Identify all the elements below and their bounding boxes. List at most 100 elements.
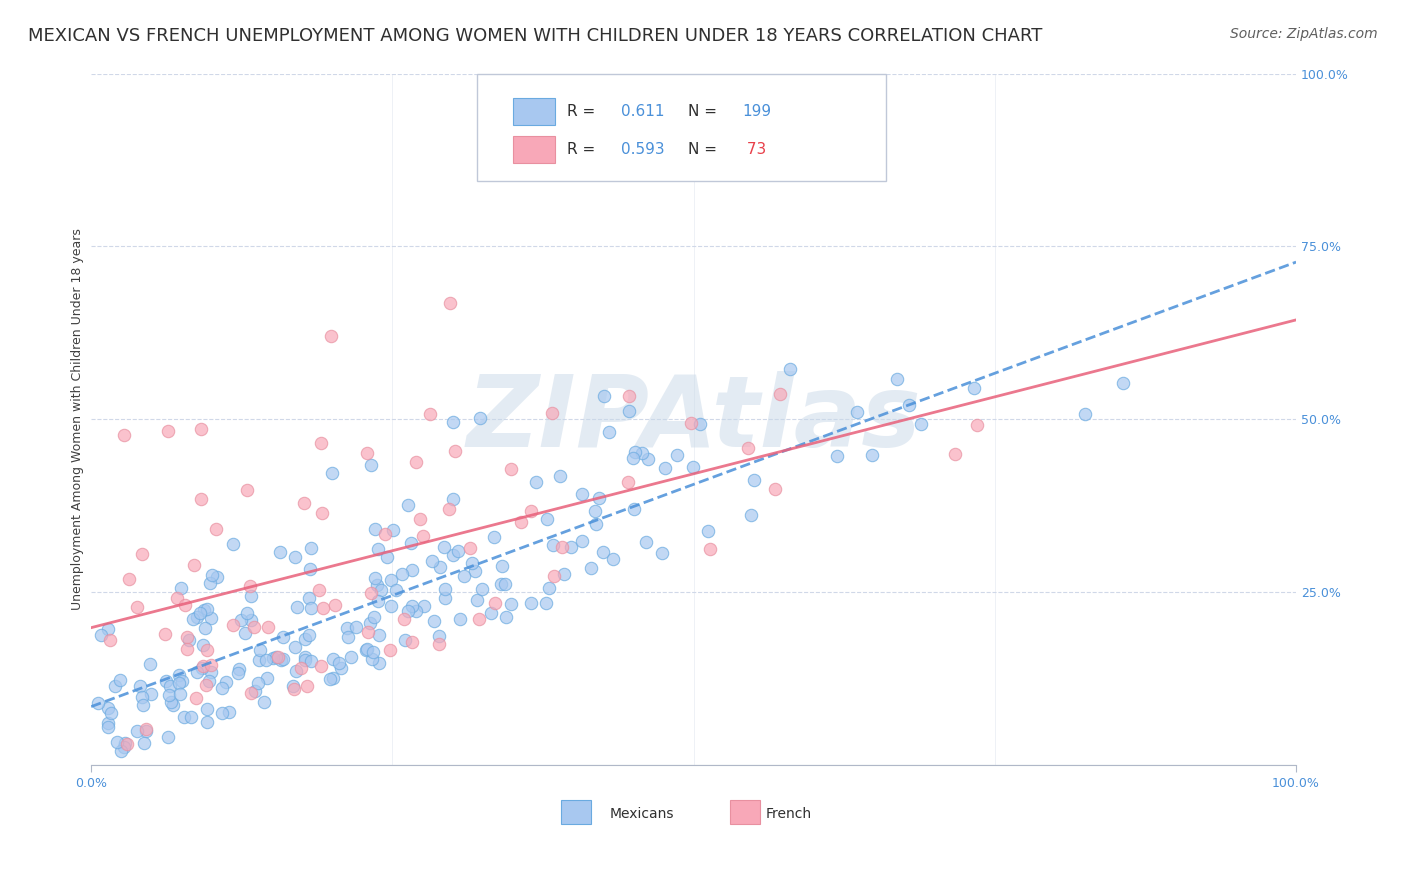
Point: [131, 690, 153, 704]
Point: [423, 614, 446, 628]
Point: [623, 502, 645, 516]
Point: [191, 658, 214, 673]
Point: [160, 696, 183, 710]
Point: [461, 556, 484, 570]
Point: [191, 661, 214, 675]
Point: [336, 621, 359, 635]
Point: [617, 389, 640, 403]
Point: [198, 576, 221, 591]
Point: [128, 679, 150, 693]
Text: N =: N =: [688, 104, 721, 119]
Point: [156, 730, 179, 744]
Point: [97, 720, 120, 734]
Point: [240, 589, 263, 603]
Point: [391, 567, 413, 582]
Point: [579, 561, 602, 575]
Point: [177, 632, 200, 647]
Text: Source: ZipAtlas.com: Source: ZipAtlas.com: [1230, 27, 1378, 41]
Point: [200, 657, 222, 672]
Point: [588, 491, 610, 505]
Point: [186, 665, 208, 679]
Point: [495, 609, 517, 624]
Point: [381, 524, 404, 538]
FancyBboxPatch shape: [477, 73, 886, 181]
Point: [211, 706, 233, 721]
Point: [356, 445, 378, 459]
Point: [180, 709, 202, 723]
Point: [336, 630, 359, 644]
Point: [173, 710, 195, 724]
Point: [201, 568, 224, 582]
Point: [499, 597, 522, 611]
Point: [221, 617, 243, 632]
Point: [112, 740, 135, 755]
Point: [115, 737, 138, 751]
Point: [689, 417, 711, 431]
FancyBboxPatch shape: [561, 799, 591, 824]
FancyBboxPatch shape: [730, 799, 759, 824]
Point: [637, 452, 659, 467]
Point: [825, 449, 848, 463]
Point: [357, 624, 380, 639]
Point: [470, 411, 492, 425]
Point: [170, 581, 193, 595]
Point: [211, 681, 233, 695]
Point: [551, 540, 574, 554]
Point: [159, 679, 181, 693]
Point: [267, 649, 290, 664]
Point: [360, 586, 382, 600]
Point: [270, 653, 292, 667]
Point: [396, 498, 419, 512]
Point: [886, 372, 908, 386]
Point: [375, 549, 398, 564]
Point: [769, 387, 792, 401]
FancyBboxPatch shape: [513, 98, 555, 126]
Point: [205, 570, 228, 584]
Point: [429, 560, 451, 574]
Point: [328, 656, 350, 670]
Point: [471, 582, 494, 597]
Point: [290, 661, 312, 675]
Point: [183, 558, 205, 572]
Point: [631, 446, 654, 460]
Point: [322, 671, 344, 685]
Y-axis label: Unemployment Among Women with Children Under 18 years: Unemployment Among Women with Children U…: [72, 228, 84, 610]
Point: [205, 522, 228, 536]
Point: [846, 405, 869, 419]
Point: [898, 398, 921, 412]
Point: [218, 705, 240, 719]
Text: R =: R =: [567, 142, 600, 157]
Point: [458, 541, 481, 555]
Point: [134, 736, 156, 750]
Point: [294, 653, 316, 667]
Point: [323, 598, 346, 612]
Point: [322, 652, 344, 666]
Point: [963, 381, 986, 395]
Text: Mexicans: Mexicans: [609, 806, 673, 821]
Point: [399, 536, 422, 550]
Point: [90, 627, 112, 641]
Point: [364, 571, 387, 585]
Point: [285, 664, 308, 678]
Point: [299, 562, 322, 576]
Point: [271, 630, 294, 644]
Point: [434, 582, 457, 596]
Point: [499, 461, 522, 475]
Point: [285, 599, 308, 614]
Point: [245, 684, 267, 698]
Point: [105, 735, 128, 749]
Point: [541, 406, 564, 420]
Point: [188, 607, 211, 621]
Point: [125, 600, 148, 615]
Point: [779, 362, 801, 376]
Point: [294, 632, 316, 646]
Point: [943, 447, 966, 461]
Point: [127, 724, 149, 739]
Point: [361, 645, 384, 659]
Point: [312, 600, 335, 615]
Point: [292, 495, 315, 509]
Text: 73: 73: [742, 142, 766, 157]
Point: [195, 601, 218, 615]
Text: N =: N =: [688, 142, 721, 157]
Point: [194, 678, 217, 692]
